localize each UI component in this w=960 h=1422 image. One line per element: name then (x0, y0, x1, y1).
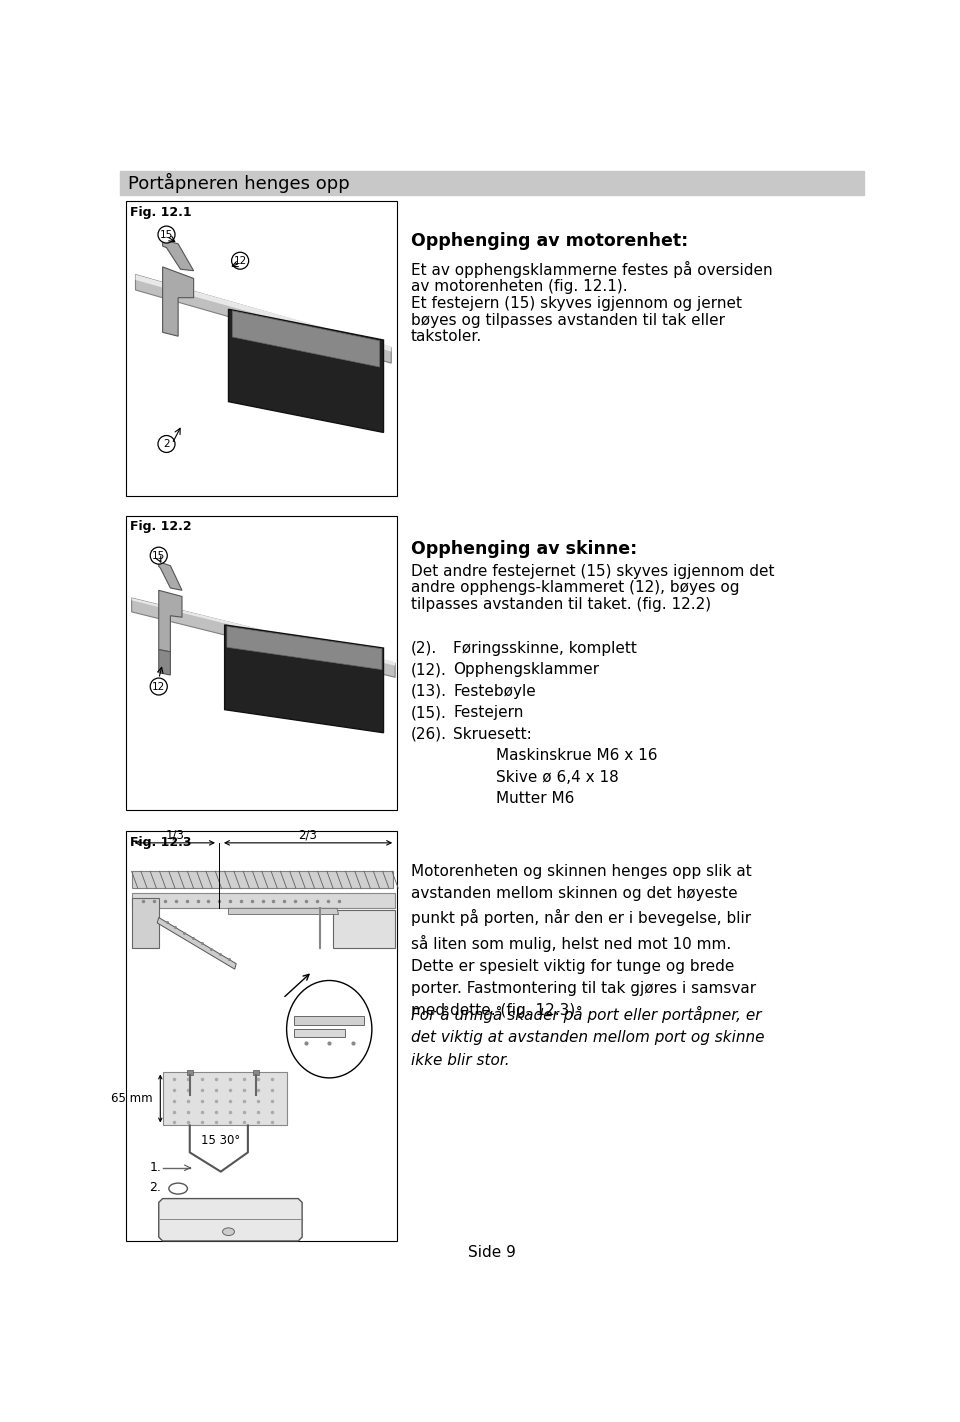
Ellipse shape (150, 547, 167, 565)
Bar (126, 516, 397, 809)
Text: 10 mm: 10 mm (316, 1004, 358, 1017)
Polygon shape (186, 1069, 193, 1075)
Text: Festebøyle: Festebøyle (453, 684, 536, 698)
Text: 65 mm: 65 mm (111, 1092, 153, 1105)
Text: (15).: (15). (411, 705, 446, 720)
Text: 15: 15 (152, 550, 165, 560)
Ellipse shape (223, 1227, 234, 1236)
Text: 2/3: 2/3 (298, 829, 317, 842)
Polygon shape (333, 910, 396, 948)
Text: 2: 2 (163, 439, 170, 449)
Polygon shape (158, 650, 170, 675)
Text: Side 9: Side 9 (468, 1244, 516, 1260)
Polygon shape (132, 872, 393, 889)
Polygon shape (232, 311, 379, 367)
Polygon shape (132, 893, 396, 909)
Polygon shape (132, 897, 158, 948)
Text: Mutter M6: Mutter M6 (496, 792, 574, 806)
Polygon shape (162, 267, 194, 336)
Polygon shape (135, 274, 392, 363)
Text: andre opphengs-klammeret (12), bøyes og: andre opphengs-klammeret (12), bøyes og (411, 580, 739, 596)
Text: Et av opphengsklammerne festes på oversiden: Et av opphengsklammerne festes på oversi… (411, 260, 772, 277)
Text: Fig. 12.1: Fig. 12.1 (130, 206, 192, 219)
Text: Portåpneren henges opp: Portåpneren henges opp (128, 173, 349, 193)
Ellipse shape (231, 252, 249, 269)
Text: Opphenging av motorenhet:: Opphenging av motorenhet: (411, 232, 688, 250)
Ellipse shape (158, 226, 175, 243)
Text: av motorenheten (fig. 12.1).: av motorenheten (fig. 12.1). (411, 279, 627, 293)
Polygon shape (252, 1069, 259, 1075)
Polygon shape (162, 1072, 287, 1125)
Polygon shape (228, 309, 383, 432)
Text: Opphengsklammer: Opphengsklammer (453, 663, 599, 677)
Polygon shape (132, 599, 396, 665)
Text: Fig. 12.3: Fig. 12.3 (130, 836, 192, 849)
Text: (2).: (2). (411, 640, 437, 656)
Text: Skruesett:: Skruesett: (453, 727, 532, 742)
Polygon shape (162, 240, 194, 270)
Text: Motorenheten og skinnen henges opp slik at
avstanden mellom skinnen og det høyes: Motorenheten og skinnen henges opp slik … (411, 863, 756, 1018)
Text: Et festejern (15) skyves igjennom og jernet: Et festejern (15) skyves igjennom og jer… (411, 296, 742, 310)
Polygon shape (158, 1199, 302, 1241)
Text: 15: 15 (160, 229, 173, 239)
Text: 12: 12 (233, 256, 247, 266)
Text: bøyes og tilpasses avstanden til tak eller: bøyes og tilpasses avstanden til tak ell… (411, 313, 725, 327)
Text: 2.: 2. (150, 1180, 161, 1193)
Text: 1/3: 1/3 (166, 829, 185, 842)
Text: Det andre festejernet (15) skyves igjennom det: Det andre festejernet (15) skyves igjenn… (411, 563, 774, 579)
Text: Opphenging av skinne:: Opphenging av skinne: (411, 540, 636, 559)
Text: Maskinskrue M6 x 16: Maskinskrue M6 x 16 (496, 748, 658, 764)
Text: (12).: (12). (411, 663, 446, 677)
Ellipse shape (158, 435, 175, 452)
Text: 1.: 1. (150, 1162, 161, 1175)
Ellipse shape (287, 981, 372, 1078)
Text: 15 30°: 15 30° (202, 1135, 240, 1148)
Polygon shape (135, 274, 392, 351)
Text: tilpasses avstanden til taket. (fig. 12.2): tilpasses avstanden til taket. (fig. 12.… (411, 597, 710, 613)
Text: For å unngå skader på port eller portåpner, er
det viktig at avstanden mellom po: For å unngå skader på port eller portåpn… (411, 1007, 764, 1068)
Text: Føringsskinne, komplett: Føringsskinne, komplett (453, 640, 637, 656)
Text: Festejern: Festejern (453, 705, 523, 720)
Ellipse shape (150, 678, 167, 695)
Polygon shape (157, 917, 236, 970)
Polygon shape (225, 624, 383, 732)
Text: (13).: (13). (411, 684, 446, 698)
Polygon shape (295, 1030, 345, 1037)
Text: takstoler.: takstoler. (411, 330, 482, 344)
Polygon shape (295, 1017, 364, 1025)
Polygon shape (132, 599, 396, 677)
Bar (120, 171, 864, 195)
Polygon shape (228, 909, 339, 914)
Text: 12: 12 (152, 681, 165, 691)
Text: Fig. 12.2: Fig. 12.2 (130, 520, 192, 533)
Polygon shape (158, 590, 182, 651)
Polygon shape (227, 627, 382, 670)
Bar (126, 832, 397, 1241)
Bar (126, 202, 397, 496)
Text: Skive ø 6,4 x 18: Skive ø 6,4 x 18 (496, 769, 618, 785)
Text: (26).: (26). (411, 727, 446, 742)
Polygon shape (158, 562, 182, 590)
